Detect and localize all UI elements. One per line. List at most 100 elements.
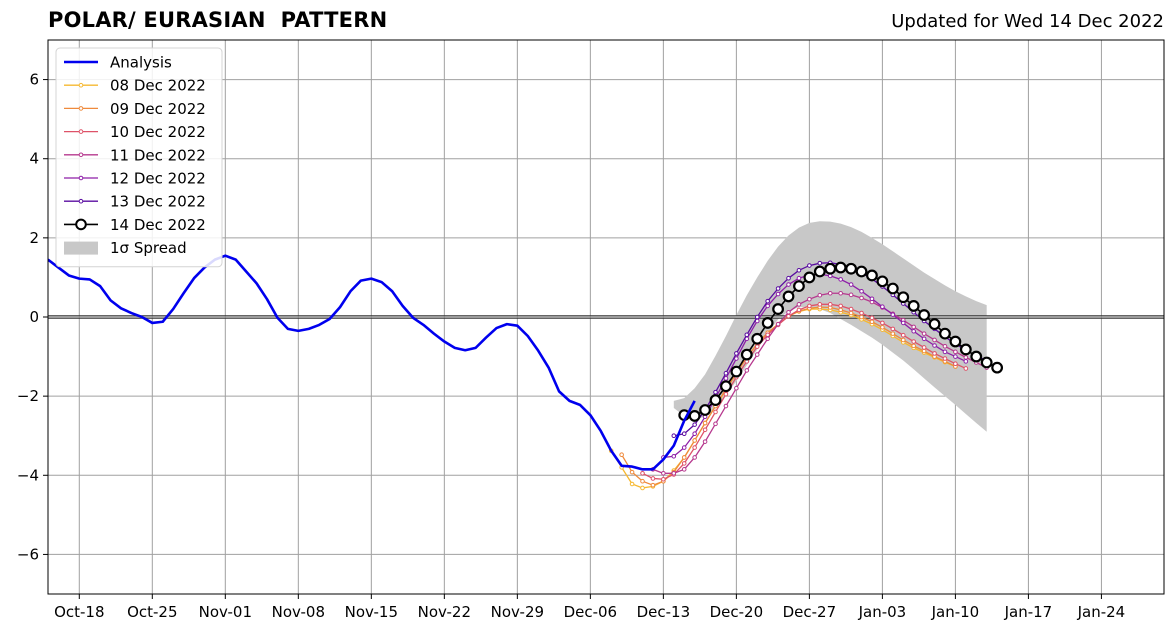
forecast-point bbox=[907, 300, 920, 312]
forecast-point bbox=[911, 339, 916, 344]
forecast-point bbox=[880, 304, 885, 310]
forecast-point bbox=[681, 461, 687, 466]
forecast-point bbox=[900, 320, 906, 326]
y-tick-label: 0 bbox=[29, 308, 39, 326]
forecast-point bbox=[796, 268, 802, 273]
forecast-point bbox=[692, 445, 697, 450]
forecast-point bbox=[848, 292, 854, 298]
y-tick-label: −2 bbox=[17, 387, 39, 405]
forecast-point bbox=[859, 295, 864, 301]
chart-title: POLAR/ EURASIAN PATTERN bbox=[48, 8, 388, 32]
forecast-point bbox=[765, 336, 770, 342]
x-tick-label: Jan-03 bbox=[858, 603, 907, 621]
forecast-point bbox=[807, 303, 812, 309]
forecast-point bbox=[796, 302, 802, 307]
forecast-point bbox=[963, 366, 969, 371]
forecast-point bbox=[775, 321, 781, 327]
series-layer bbox=[48, 254, 1004, 491]
forecast-point bbox=[629, 469, 635, 475]
forecast-point bbox=[890, 326, 896, 332]
forecast-point bbox=[911, 324, 916, 330]
forecast-point bbox=[890, 331, 896, 336]
legend-entry: 10 Dec 2022 bbox=[64, 123, 206, 141]
legend: Analysis 08 Dec 2022 09 Dec 2022 10 Dec 202… bbox=[55, 47, 223, 268]
forecast-point bbox=[786, 282, 791, 287]
legend-entry: Analysis bbox=[64, 54, 172, 72]
forecast-point bbox=[942, 356, 948, 361]
forecast-point bbox=[661, 476, 666, 482]
forecast-point bbox=[911, 328, 916, 334]
forecast-point bbox=[671, 453, 677, 459]
forecast-point bbox=[619, 452, 624, 458]
forecast-point bbox=[932, 337, 937, 343]
forecast-point bbox=[869, 315, 875, 321]
forecast-point bbox=[765, 303, 770, 309]
forecast-point bbox=[629, 481, 635, 487]
forecast-point bbox=[720, 380, 732, 393]
forecast-point bbox=[793, 280, 805, 293]
legend-swatch-spread bbox=[64, 241, 98, 255]
forecast-point bbox=[754, 314, 760, 320]
forecast-point bbox=[740, 348, 753, 361]
forecast-point bbox=[796, 275, 802, 281]
forecast-point bbox=[932, 343, 937, 348]
forecast-point bbox=[692, 455, 697, 460]
forecast-point bbox=[970, 350, 983, 363]
forecast-point bbox=[709, 394, 722, 407]
legend-label: 09 Dec 2022 bbox=[110, 100, 206, 118]
forecast-point bbox=[953, 354, 958, 359]
forecast-point bbox=[786, 275, 791, 281]
forecast-point bbox=[939, 327, 951, 340]
forecast-point bbox=[953, 349, 958, 355]
forecast-point bbox=[953, 361, 958, 366]
forecast-point bbox=[681, 455, 687, 460]
forecast-point bbox=[869, 319, 875, 325]
forecast-point bbox=[807, 296, 812, 302]
x-tick-label: Dec-20 bbox=[710, 603, 764, 621]
x-tick-label: Nov-29 bbox=[491, 603, 544, 621]
forecast-point bbox=[813, 265, 826, 278]
forecast-point bbox=[848, 310, 854, 316]
analysis-line bbox=[48, 254, 696, 471]
forecast-point bbox=[761, 317, 774, 329]
forecast-point bbox=[796, 307, 802, 313]
forecast-point bbox=[754, 352, 760, 357]
legend-swatch-marker bbox=[78, 198, 84, 204]
legend-label: 11 Dec 2022 bbox=[110, 146, 206, 164]
forecast-point bbox=[932, 351, 937, 356]
forecast-point bbox=[713, 389, 718, 395]
x-tick-label: Dec-13 bbox=[637, 603, 691, 621]
chart-subtitle: Updated for Wed 14 Dec 2022 bbox=[891, 11, 1164, 32]
forecast-point bbox=[754, 344, 760, 349]
forecast-point bbox=[880, 324, 885, 330]
forecast-point bbox=[897, 291, 910, 304]
legend-entry: 13 Dec 2022 bbox=[64, 193, 206, 211]
forecast-point bbox=[692, 431, 697, 437]
forecast-point bbox=[859, 310, 864, 316]
forecast-point bbox=[713, 421, 718, 427]
spread-layer bbox=[673, 221, 987, 432]
forecast-point bbox=[681, 445, 687, 450]
legend-label: 13 Dec 2022 bbox=[110, 193, 206, 211]
forecast-point bbox=[900, 332, 906, 338]
forecast-point bbox=[918, 309, 931, 321]
forecast-point bbox=[681, 467, 687, 472]
legend-swatch-marker bbox=[78, 129, 84, 134]
forecast-point bbox=[786, 313, 791, 319]
legend-entry: 12 Dec 2022 bbox=[64, 170, 206, 188]
forecast-point bbox=[880, 320, 885, 326]
forecast-point bbox=[702, 439, 708, 444]
forecast-point bbox=[765, 298, 770, 304]
forecast-point bbox=[942, 343, 948, 349]
forecast-point bbox=[772, 303, 784, 315]
y-tick-label: 4 bbox=[29, 150, 39, 168]
forecast-point bbox=[692, 438, 697, 443]
forecast-point bbox=[963, 359, 969, 364]
forecast-point bbox=[702, 427, 708, 433]
forecast-point bbox=[921, 331, 927, 336]
forecast-point bbox=[744, 332, 750, 338]
legend-entry: 08 Dec 2022 bbox=[64, 77, 206, 95]
forecast-point bbox=[886, 282, 899, 295]
forecast-point bbox=[692, 422, 697, 427]
legend-swatch-marker bbox=[75, 218, 87, 231]
